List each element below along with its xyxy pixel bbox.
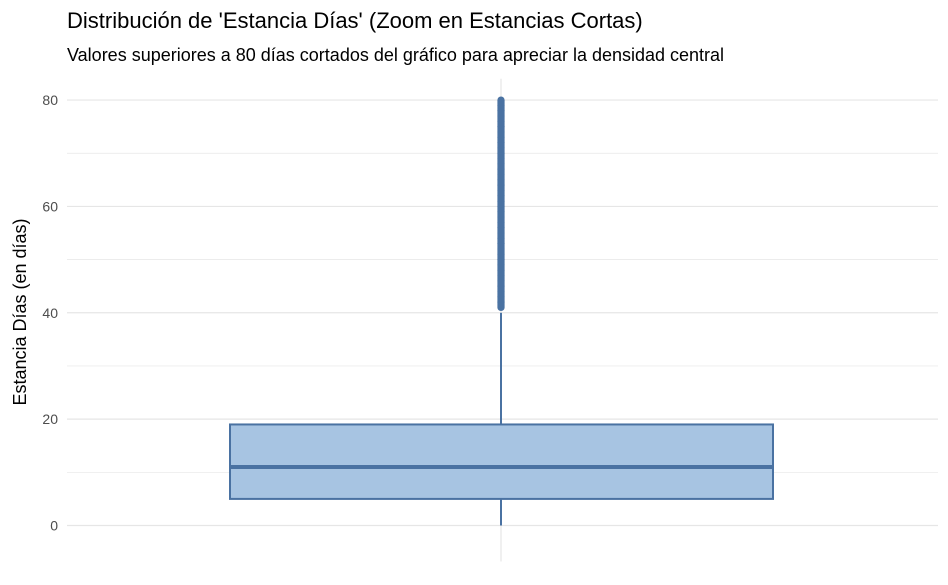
y-tick-label: 80 xyxy=(42,92,58,108)
y-tick-label: 20 xyxy=(42,411,58,427)
y-tick-label: 40 xyxy=(42,305,58,321)
y-tick-label: 0 xyxy=(50,518,58,534)
chart-title: Distribución de 'Estancia Días' (Zoom en… xyxy=(67,8,643,33)
outlier-band xyxy=(497,100,505,308)
y-axis-ticks: 0 20 40 60 80 xyxy=(42,92,58,533)
chart-subtitle: Valores superiores a 80 días cortados de… xyxy=(67,45,725,65)
iqr-box xyxy=(229,423,774,500)
y-tick-label: 60 xyxy=(42,198,58,214)
y-axis-title: Estancia Días (en días) xyxy=(10,218,30,405)
boxplot-plot xyxy=(229,96,774,526)
